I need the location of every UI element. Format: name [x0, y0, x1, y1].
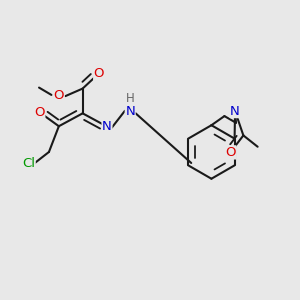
Text: N: N	[125, 105, 135, 118]
Text: O: O	[94, 67, 104, 80]
Text: O: O	[225, 146, 236, 159]
Text: Cl: Cl	[22, 158, 35, 170]
Text: O: O	[54, 89, 64, 102]
Text: N: N	[230, 105, 240, 118]
Text: N: N	[102, 120, 112, 133]
Text: O: O	[34, 106, 45, 119]
Text: H: H	[126, 92, 135, 105]
